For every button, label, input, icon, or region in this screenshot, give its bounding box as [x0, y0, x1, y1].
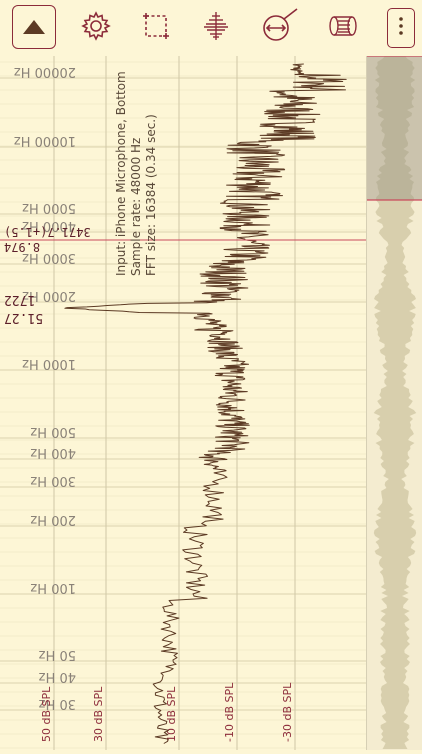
freq-axis-label: 400 Hz — [30, 445, 76, 460]
freq-axis-label: 50 Hz — [39, 647, 76, 662]
peak-frequency-label: 1722 — [4, 292, 35, 307]
db-axis-label: 10 dB SPL — [165, 686, 178, 742]
waveform-icon — [202, 11, 230, 41]
toolbar — [0, 0, 422, 56]
sample-rate-label: Sample rate: 48000 Hz — [129, 137, 143, 276]
spectrum-canvas[interactable]: 20000 Hz 10000 Hz 5000 Hz 4000 Hz 3000 Hz 200… — [0, 56, 366, 750]
waveform-overview[interactable] — [366, 55, 422, 750]
dashed-selection-icon — [142, 12, 170, 40]
input-device-label: Input: iPhone Microphone, Bottom — [114, 71, 128, 276]
freq-axis-label: 300 Hz — [30, 473, 76, 488]
freq-axis-label: 20000 Hz — [14, 64, 76, 79]
db-axis-label: 50 dB SPL — [40, 686, 53, 742]
freq-axis-label: 5000 Hz — [22, 200, 76, 215]
waveform-shape — [373, 56, 417, 749]
freq-axis-label: 10000 Hz — [14, 133, 76, 148]
visible-range-highlight[interactable] — [367, 56, 422, 200]
freq-axis-label: 3000 Hz — [22, 250, 76, 265]
spectrum-line — [64, 63, 347, 744]
freq-axis-label: 40 Hz — [39, 669, 76, 684]
record-button[interactable] — [320, 4, 364, 48]
selection-button[interactable] — [134, 4, 178, 48]
freq-axis-label: 30 Hz — [39, 696, 76, 711]
waveform-overview-canvas[interactable] — [367, 55, 422, 750]
input-info: Input: iPhone Microphone, Bottom Sample … — [114, 71, 159, 276]
freq-axis-label: 4000 Hz — [22, 218, 76, 233]
freq-axis-label: 2000 Hz — [22, 288, 76, 303]
spectrum-plot[interactable]: 20000 Hz 10000 Hz 5000 Hz 4000 Hz 3000 Hz 200… — [0, 56, 366, 750]
tape-roll-icon — [327, 13, 357, 39]
zoom-arrows-icon — [260, 8, 300, 44]
triangle-up-icon — [23, 20, 45, 34]
cursor-db-label: 8.974 — [4, 240, 40, 254]
db-axis-label: -10 dB SPL — [223, 682, 236, 742]
zoom-button[interactable] — [258, 4, 302, 48]
db-axis-label: -30 dB SPL — [281, 682, 294, 742]
vertical-dots-icon — [398, 16, 404, 40]
settings-button[interactable] — [74, 4, 118, 48]
freq-axis-label: 100 Hz — [30, 580, 76, 595]
freq-axis-label: 200 Hz — [30, 512, 76, 527]
cursor-frequency-label: 3471.7(+1.5) — [4, 225, 91, 239]
waveform-button[interactable] — [194, 4, 238, 48]
peak-db-label: 51.27 — [4, 310, 43, 325]
freq-axis-label: 500 Hz — [30, 424, 76, 439]
freq-axis-label: 1000 Hz — [22, 356, 76, 371]
fft-size-label: FFT size: 16384 (0.34 sec.) — [144, 114, 158, 276]
menu-button[interactable] — [387, 8, 415, 48]
db-axis-label: 30 dB SPL — [92, 686, 105, 742]
play-button[interactable] — [12, 5, 56, 49]
gear-icon — [80, 10, 112, 42]
